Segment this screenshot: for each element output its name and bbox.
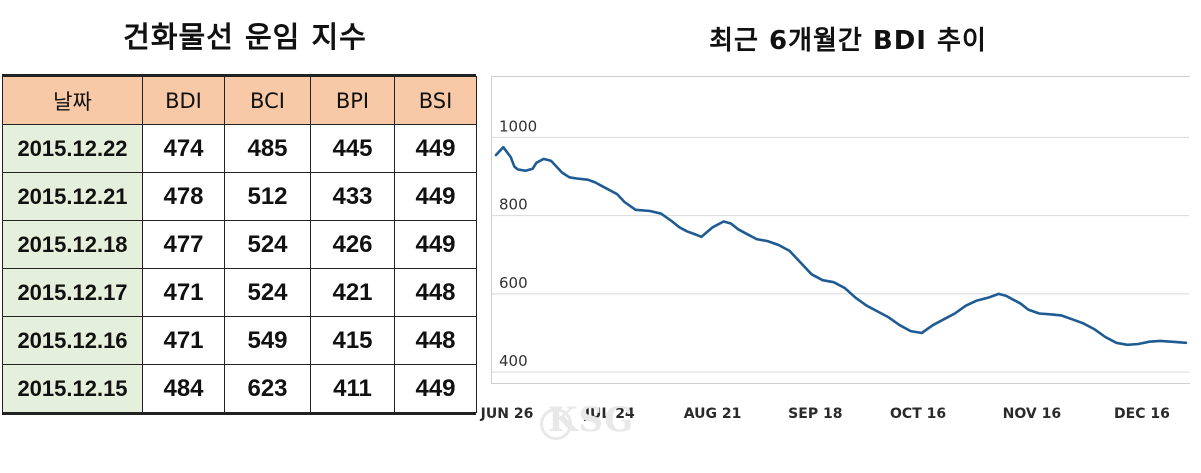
watermark-seal-icon — [540, 408, 572, 440]
watermark-logo: KSG — [548, 400, 635, 440]
x-tick-label: SEP 18 — [788, 406, 842, 422]
table-row: 2015.12.21 478 512 433 449 — [2, 172, 477, 221]
x-tick-label: NOV 16 — [1003, 406, 1061, 422]
cell-bci: 623 — [224, 364, 311, 413]
cell-bpi: 433 — [310, 172, 395, 221]
cell-date: 2015.12.16 — [2, 316, 143, 365]
cell-bci: 524 — [224, 220, 311, 269]
cell-bci: 512 — [224, 172, 311, 221]
cell-date: 2015.12.22 — [2, 124, 143, 173]
cell-date: 2015.12.21 — [2, 172, 143, 221]
x-tick-label: DEC 16 — [1114, 406, 1170, 422]
chart-title: 최근 6개월간 BDI 추이 — [709, 26, 987, 56]
table-bottom-border — [2, 412, 476, 415]
freight-index-table: 날짜 BDI BCI BPI BSI 2015.12.22 474 485 44… — [2, 76, 477, 413]
y-tick-label: 800 — [499, 196, 528, 214]
x-tick-label: JUL 24 — [584, 406, 635, 422]
cell-bsi: 448 — [394, 268, 477, 317]
table-row: 2015.12.15 484 623 411 449 — [2, 364, 477, 413]
x-tick-label: OCT 16 — [890, 406, 946, 422]
cell-bpi: 445 — [310, 124, 395, 173]
x-tick-label: JUN 26 — [480, 406, 534, 422]
y-tick-label: 400 — [499, 352, 528, 370]
cell-bci: 485 — [224, 124, 311, 173]
col-header-bpi: BPI — [310, 76, 395, 125]
y-tick-label: 600 — [499, 274, 528, 292]
cell-bsi: 448 — [394, 316, 477, 365]
cell-bci: 524 — [224, 268, 311, 317]
cell-bdi: 471 — [142, 268, 225, 317]
cell-bsi: 449 — [394, 172, 477, 221]
table-title: 건화물선 운임 지수 — [123, 20, 367, 54]
cell-date: 2015.12.15 — [2, 364, 143, 413]
cell-bsi: 449 — [394, 364, 477, 413]
cell-bdi: 471 — [142, 316, 225, 365]
y-tick-label: 1000 — [499, 117, 537, 135]
cell-bsi: 449 — [394, 220, 477, 269]
x-tick-label: AUG 21 — [684, 406, 742, 422]
table-row: 2015.12.18 477 524 426 449 — [2, 220, 477, 269]
cell-date: 2015.12.18 — [2, 220, 143, 269]
table-row: 2015.12.16 471 549 415 448 — [2, 316, 477, 365]
table-header-row: 날짜 BDI BCI BPI BSI — [2, 76, 477, 125]
cell-bpi: 411 — [310, 364, 395, 413]
table-top-border — [2, 74, 476, 76]
col-header-bdi: BDI — [142, 76, 225, 125]
bdi-series-line — [494, 145, 1188, 347]
cell-bci: 549 — [224, 316, 311, 365]
chart-plot-frame — [491, 76, 1190, 384]
cell-bdi: 474 — [142, 124, 225, 173]
col-header-bsi: BSI — [394, 76, 477, 125]
